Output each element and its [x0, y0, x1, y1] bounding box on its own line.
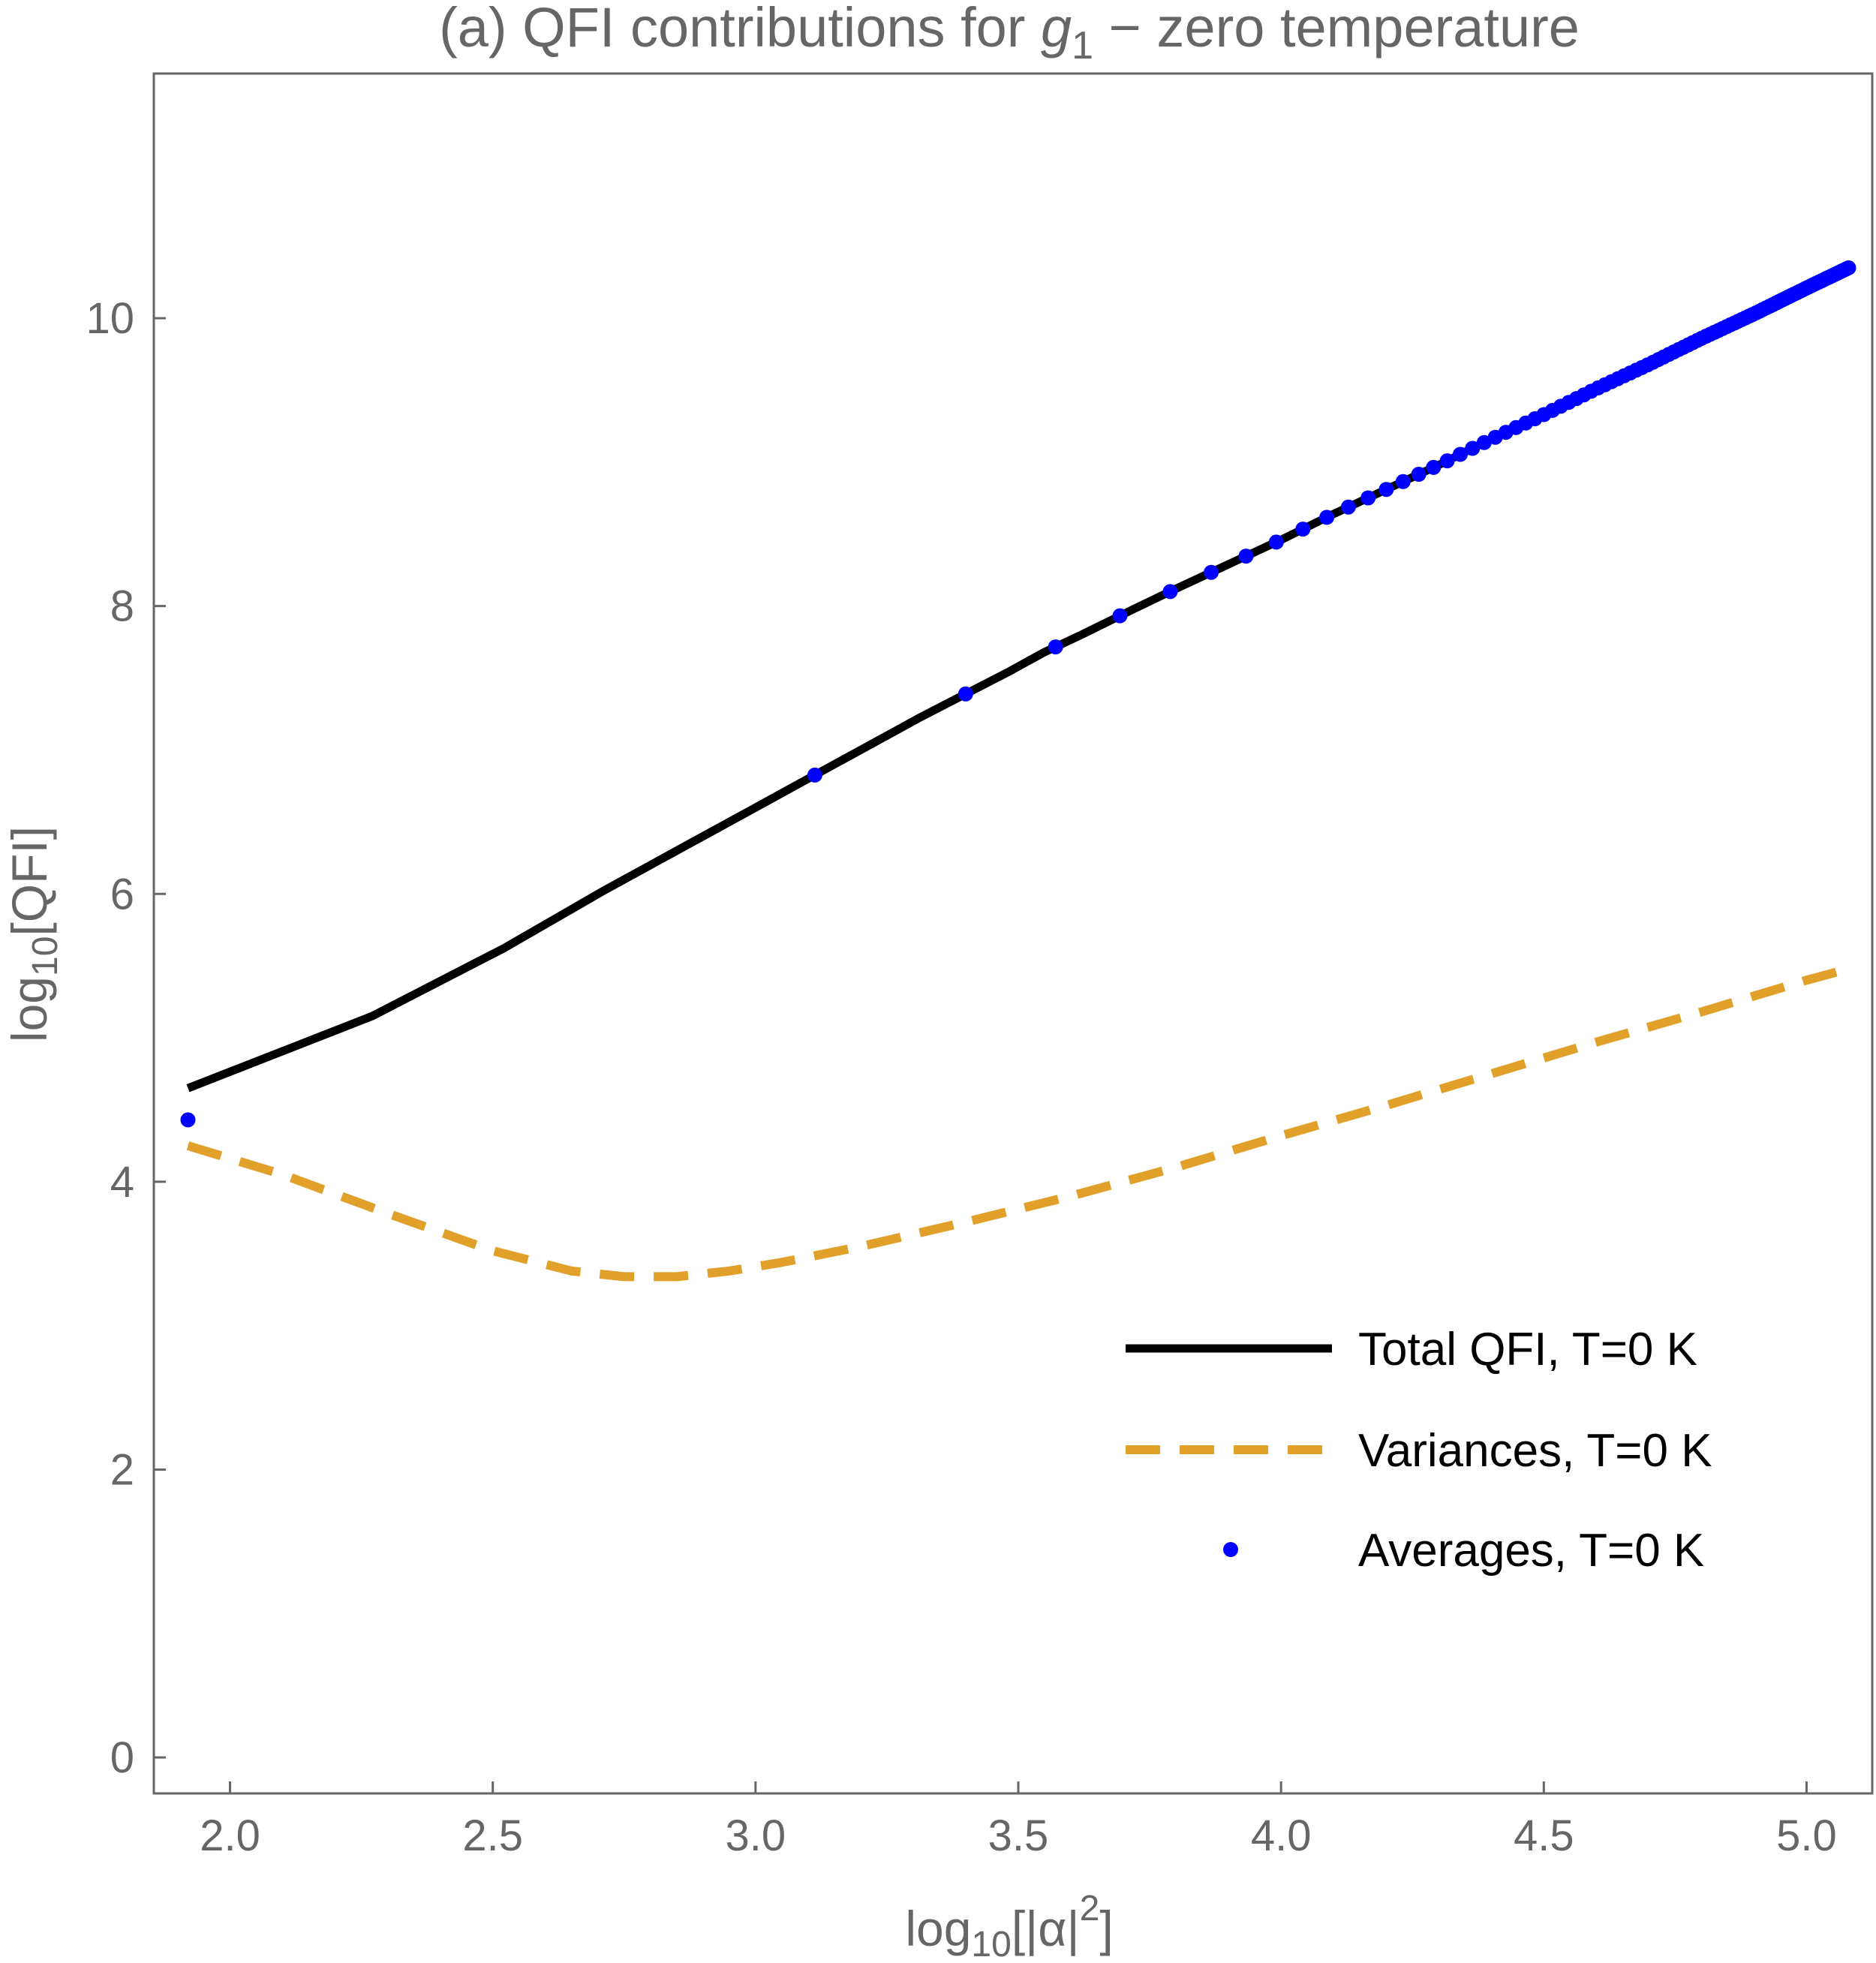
x-tick-label: 4.5 — [1514, 1811, 1574, 1860]
averages-point — [1841, 260, 1856, 275]
averages-point — [1048, 639, 1063, 655]
averages-point — [958, 686, 973, 702]
x-tick-label: 2.0 — [200, 1811, 260, 1860]
y-axis-label-subscript: 10 — [26, 936, 65, 976]
x-tick-label: 4.0 — [1251, 1811, 1312, 1860]
averages-point — [1162, 584, 1178, 600]
chart-title-prefix: (a) QFI contributions for — [439, 0, 1041, 59]
averages-point — [1238, 549, 1254, 564]
averages-point — [1378, 482, 1394, 498]
x-tick-label: 3.5 — [988, 1811, 1049, 1860]
chart-title: (a) QFI contributions for g1 − zero temp… — [439, 0, 1580, 68]
x-axis-label-subscript: 10 — [971, 1925, 1011, 1963]
averages-point — [1112, 608, 1128, 624]
averages-point — [807, 767, 822, 783]
legend-swatch-averages — [1223, 1542, 1238, 1557]
averages-point — [1319, 510, 1335, 525]
y-tick-label: 0 — [110, 1733, 134, 1782]
x-axis: 2.0 2.5 3.0 3.5 4.0 4.5 5.0 — [200, 1781, 1837, 1860]
x-tick-label: 5.0 — [1776, 1811, 1837, 1860]
x-tick-label: 2.5 — [462, 1811, 523, 1860]
legend-label: Averages, T=0 K — [1358, 1525, 1704, 1577]
legend-label: Variances, T=0 K — [1358, 1425, 1712, 1477]
averages-point — [1453, 446, 1468, 462]
averages-point — [1268, 534, 1284, 550]
legend-label: Total QFI, T=0 K — [1358, 1324, 1697, 1375]
y-axis: 0 2 4 6 8 10 — [86, 294, 166, 1782]
x-tick-label: 3.0 — [726, 1811, 786, 1860]
chart-title-accent: ~ — [1043, 0, 1069, 18]
plot-frame — [152, 72, 1874, 1795]
averages-point — [1360, 490, 1376, 506]
chart-title-subscript: 1 — [1072, 24, 1093, 68]
y-tick-label: 6 — [110, 870, 134, 918]
y-axis-label: log10[QFI] — [2, 826, 65, 1042]
averages-point — [1295, 522, 1311, 537]
x-axis-label-close: ] — [1099, 1901, 1113, 1956]
plot-series — [180, 260, 1856, 1282]
x-axis-label-body: [|α| — [1012, 1901, 1080, 1956]
y-axis-label-body: [QFI] — [2, 826, 57, 936]
x-axis-label-superscript: 2 — [1080, 1889, 1100, 1928]
variances-line — [186, 964, 1850, 1282]
y-tick-label: 8 — [110, 582, 134, 631]
averages-point — [1340, 499, 1356, 515]
y-axis-label-prefix: log — [2, 976, 57, 1042]
y-tick-label: 2 — [110, 1445, 134, 1494]
x-axis-label-prefix: log — [905, 1901, 971, 1956]
averages-point — [1411, 467, 1427, 482]
averages-point — [1204, 564, 1219, 580]
legend: Total QFI, T=0 K Variances, T=0 K Averages… — [1126, 1324, 1712, 1577]
averages-point — [1465, 440, 1481, 456]
y-tick-label: 4 — [110, 1158, 134, 1207]
y-tick-label: 10 — [86, 294, 134, 343]
averages-point — [1395, 473, 1411, 489]
averages-point — [180, 1112, 196, 1128]
chart-title-symbol: g — [1041, 0, 1072, 59]
averages-point — [1426, 459, 1442, 475]
averages-point — [1439, 453, 1455, 469]
x-axis-label: log10[|α|2] — [905, 1889, 1113, 1963]
chart-title-suffix: − zero temperature — [1093, 0, 1580, 59]
averages-point — [1476, 434, 1492, 450]
